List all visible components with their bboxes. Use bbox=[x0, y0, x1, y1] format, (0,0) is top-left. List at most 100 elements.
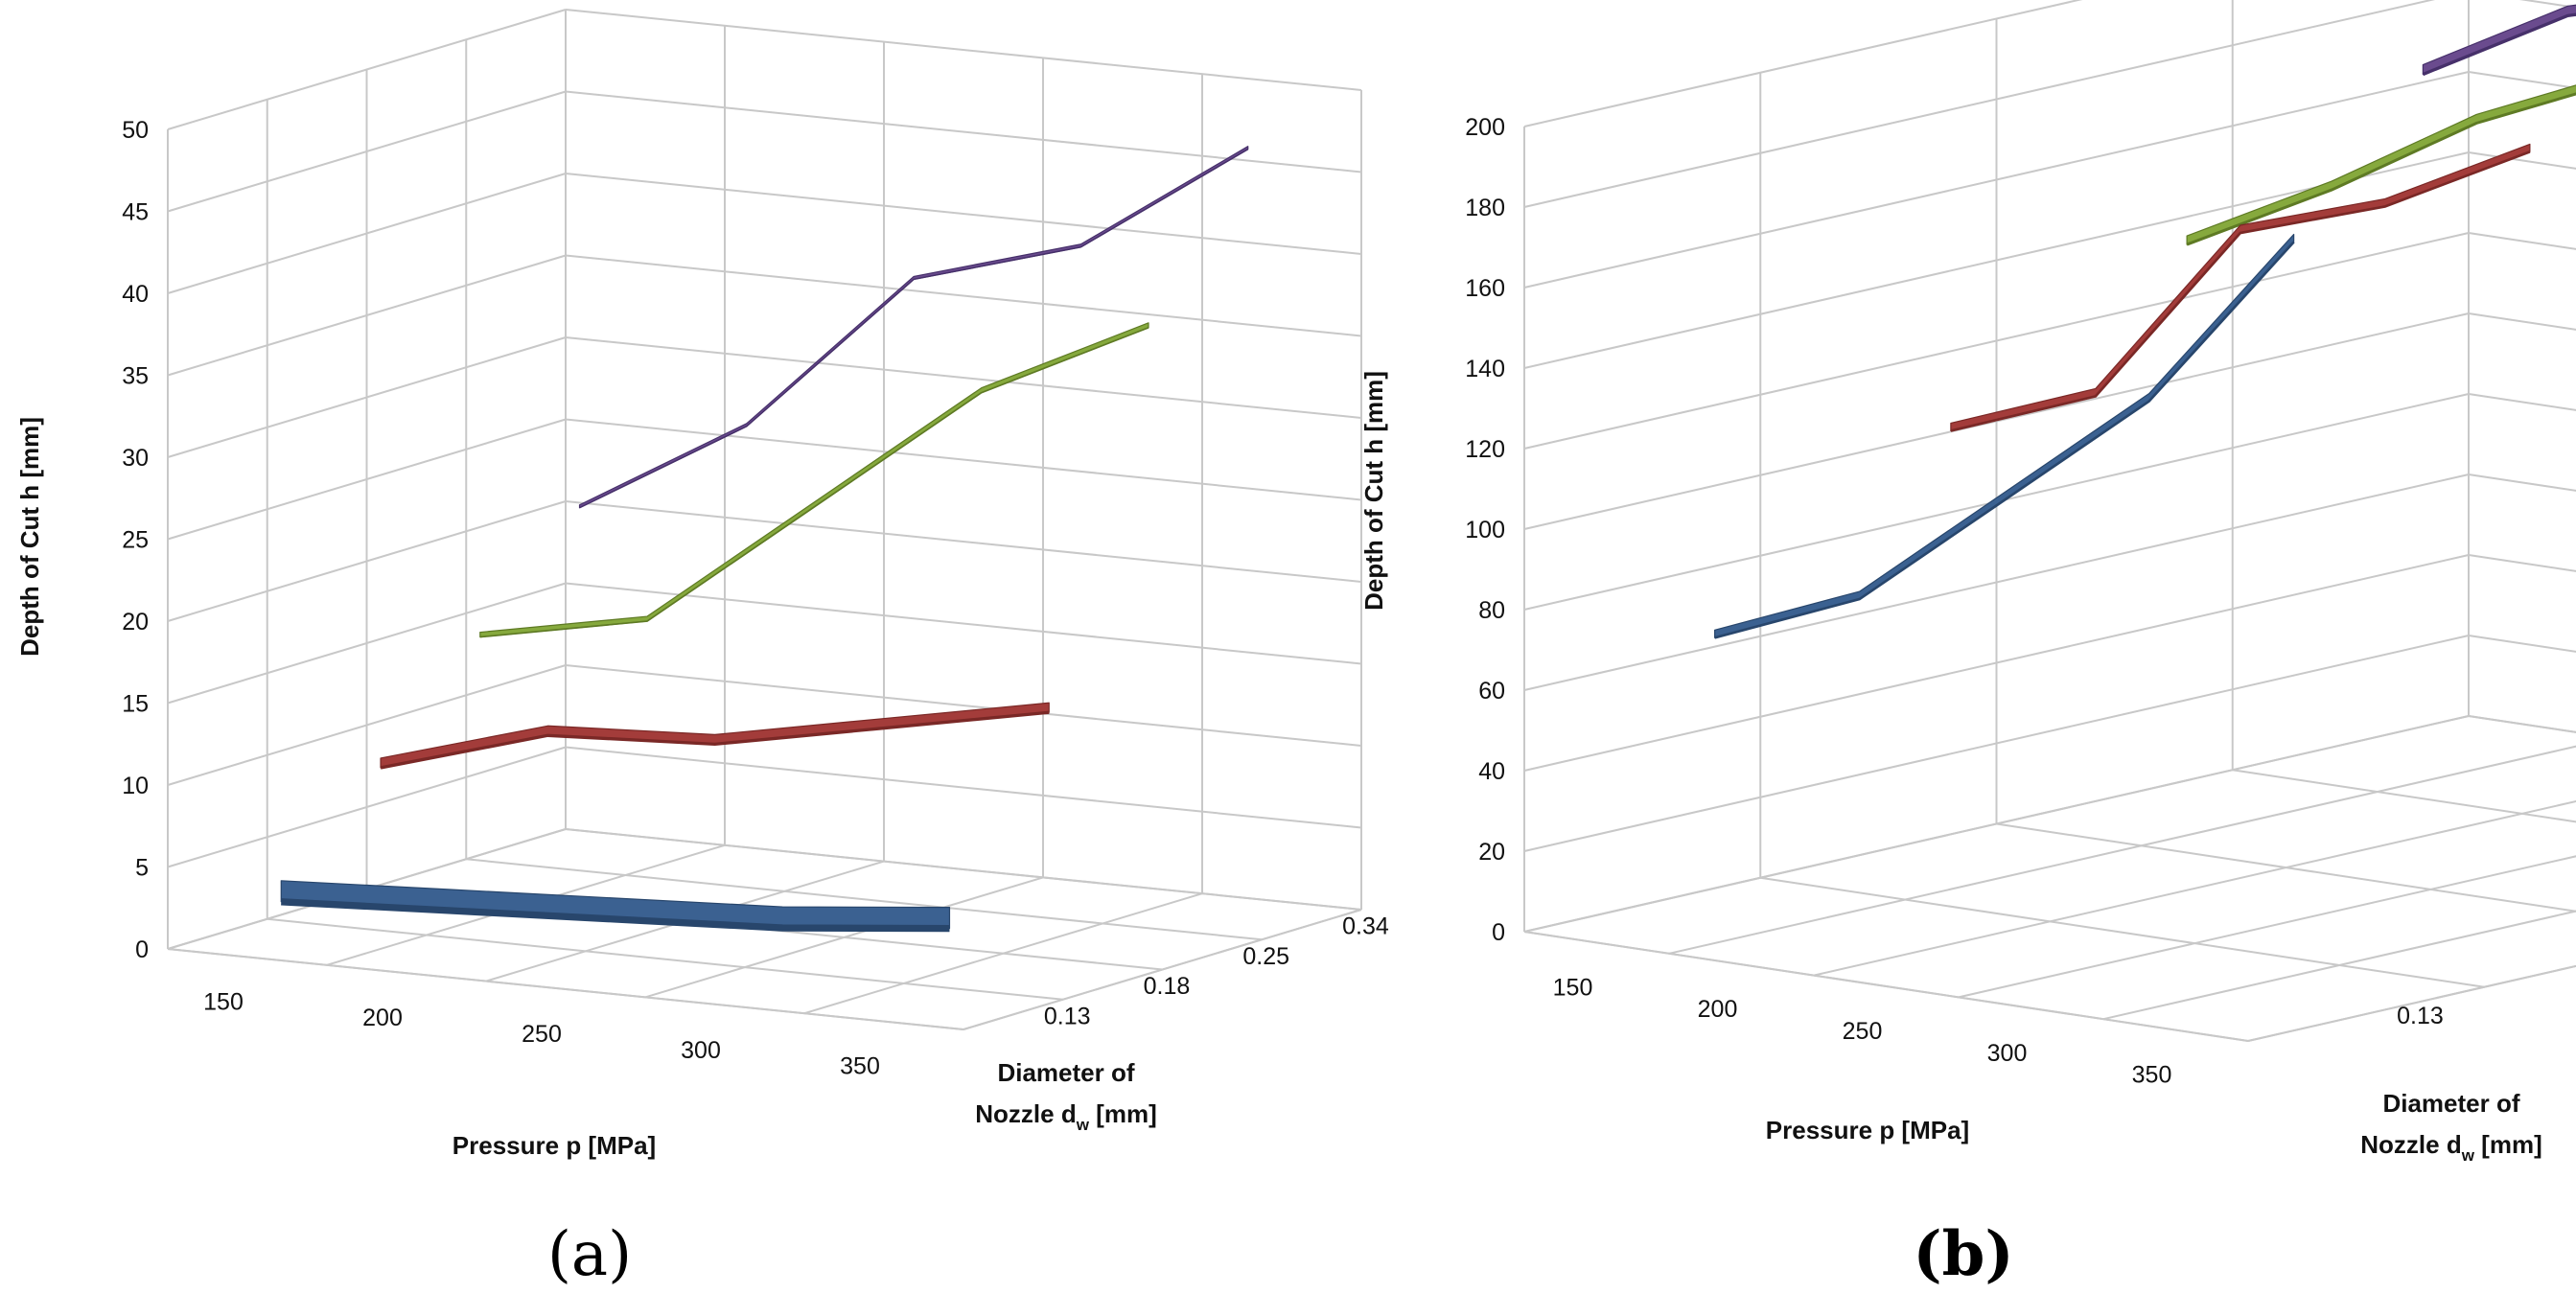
ribbon-shade bbox=[2186, 92, 2576, 246]
y-tick-label: 15 bbox=[122, 691, 149, 718]
x-tick-label: 250 bbox=[1843, 1018, 1883, 1045]
back-wall-gridline bbox=[565, 336, 1362, 419]
z-tick-label: 0.13 bbox=[2397, 1003, 2444, 1029]
floor-gridline-z bbox=[1760, 876, 2485, 988]
front-axis-x bbox=[1523, 931, 2249, 1042]
y-tick-label: 180 bbox=[1465, 195, 1505, 221]
back-wall-gridline bbox=[2468, 635, 2576, 653]
back-wall-gridline bbox=[565, 90, 1362, 173]
ribbon-shade bbox=[2422, 12, 2576, 77]
back-wall-gridline bbox=[565, 664, 1362, 747]
side-axis-z bbox=[963, 909, 1362, 1030]
y-tick-label: 25 bbox=[122, 527, 149, 554]
panel-b-axis-labels: Depth of Cut h [mm] Pressure p [MPa] Dia… bbox=[1359, 371, 2542, 1165]
floor-gridline-z bbox=[2232, 769, 2576, 823]
panel-a-ylabel: Depth of Cut h [mm] bbox=[15, 417, 44, 657]
panel-a-tick-labels: 0 5 10 15 20 25 30 35 40 45 50 150 200 250 300 350 0.13 0… bbox=[122, 117, 1389, 1080]
z-tick-label: 0.34 bbox=[1342, 913, 1389, 940]
ribbon-body bbox=[1950, 143, 2531, 432]
floor-gridline-x bbox=[1958, 855, 2576, 999]
back-wall-gridline bbox=[2468, 393, 2576, 411]
series-ribbon-0.25 bbox=[2186, 84, 2576, 246]
floor-gridline-x bbox=[1668, 745, 2576, 955]
floor-gridline-z bbox=[466, 858, 1263, 941]
floor-gridline-x bbox=[2102, 910, 2576, 1021]
back-wall-gridline bbox=[565, 9, 1362, 91]
series-ribbon-0.13 bbox=[280, 880, 951, 933]
series-ribbon-0.34 bbox=[578, 146, 1249, 509]
panel-b-gridlines bbox=[1523, 0, 2576, 1042]
panel-a-axis-labels: Depth of Cut h [mm] Pressure p [MPa] Dia… bbox=[15, 417, 1157, 1160]
back-wall-gridline bbox=[565, 254, 1362, 337]
ribbon-shade bbox=[281, 898, 950, 933]
back-wall-gridline bbox=[2468, 232, 2576, 250]
panel-b-ylabel: Depth of Cut h [mm] bbox=[1359, 371, 1388, 611]
y-tick-label: 20 bbox=[1478, 839, 1505, 866]
z-tick-label: 0.25 bbox=[1242, 943, 1289, 970]
panel-a-series bbox=[280, 146, 1249, 933]
panel-a-zlabel-sub: w bbox=[1076, 1116, 1090, 1134]
y-tick-label: 40 bbox=[1478, 758, 1505, 785]
y-tick-label: 30 bbox=[122, 445, 149, 472]
series-ribbon-0.18 bbox=[1950, 143, 2531, 432]
ribbon-shade bbox=[579, 149, 1249, 509]
y-tick-label: 60 bbox=[1478, 678, 1505, 705]
series-ribbon-0.34 bbox=[2422, 4, 2576, 77]
y-tick-label: 160 bbox=[1465, 275, 1505, 302]
back-wall-gridline bbox=[565, 500, 1362, 583]
panel-b-series bbox=[1714, 4, 2576, 639]
panel-a-gridlines bbox=[167, 9, 1362, 1030]
panel-a-zlabel-pre: Nozzle d bbox=[975, 1099, 1076, 1128]
series-ribbon-0.13 bbox=[1714, 233, 2295, 639]
x-tick-label: 300 bbox=[681, 1037, 721, 1064]
floor-gridline-z bbox=[1996, 822, 2576, 913]
panel-a-zlabel-line1: Diameter of bbox=[997, 1058, 1134, 1087]
y-tick-label: 50 bbox=[122, 117, 149, 144]
y-tick-label: 45 bbox=[122, 199, 149, 226]
floor-gridline-z bbox=[267, 917, 1063, 1001]
ribbon-body bbox=[1714, 233, 2295, 638]
panel-label-a: (a) bbox=[547, 1219, 632, 1290]
back-wall-gridline bbox=[565, 418, 1362, 501]
x-tick-label: 350 bbox=[840, 1053, 880, 1080]
panel-b-zlabel-line1: Diameter of bbox=[2382, 1089, 2519, 1118]
back-wall-gridline bbox=[565, 746, 1362, 829]
panel-a-xlabel: Pressure p [MPa] bbox=[453, 1131, 656, 1160]
y-tick-label: 20 bbox=[122, 609, 149, 635]
back-wall-gridline bbox=[2468, 312, 2576, 331]
y-tick-label: 0 bbox=[135, 936, 149, 963]
y-tick-label: 0 bbox=[1492, 919, 1505, 946]
y-tick-label: 80 bbox=[1478, 597, 1505, 624]
chart-panel-a: 0 5 10 15 20 25 30 35 40 45 50 150 200 250 300 350 0.13 0… bbox=[15, 9, 1389, 1160]
ribbon-body bbox=[2422, 4, 2576, 76]
panel-b-xlabel: Pressure p [MPa] bbox=[1766, 1116, 1969, 1144]
panel-a-zlabel-line2: Nozzle dw [mm] bbox=[975, 1099, 1156, 1134]
back-wall-gridline bbox=[2468, 474, 2576, 492]
floor-gridline-z bbox=[565, 828, 1362, 911]
y-tick-label: 10 bbox=[122, 773, 149, 799]
ribbon-shade bbox=[1950, 150, 2531, 432]
x-tick-label: 200 bbox=[362, 1005, 403, 1031]
panel-b-zlabel-sub: w bbox=[2461, 1146, 2475, 1165]
series-ribbon-0.18 bbox=[380, 702, 1050, 770]
z-tick-label: 0.13 bbox=[1044, 1003, 1091, 1029]
panel-b-zlabel-post: [mm] bbox=[2474, 1130, 2542, 1159]
x-tick-label: 200 bbox=[1698, 996, 1738, 1023]
y-tick-label: 120 bbox=[1465, 436, 1505, 463]
y-tick-label: 200 bbox=[1465, 114, 1505, 141]
y-tick-label: 100 bbox=[1465, 517, 1505, 543]
ribbon-shade bbox=[1714, 241, 2295, 639]
ribbon-shade bbox=[479, 327, 1149, 638]
ribbon-body bbox=[2186, 84, 2576, 245]
series-ribbon-0.25 bbox=[479, 322, 1149, 638]
back-wall-gridline bbox=[565, 173, 1362, 255]
back-wall-gridline bbox=[565, 582, 1362, 665]
y-tick-label: 140 bbox=[1465, 356, 1505, 382]
panel-a-zlabel-post: [mm] bbox=[1089, 1099, 1157, 1128]
x-tick-label: 150 bbox=[1553, 974, 1593, 1001]
ribbon-body bbox=[479, 322, 1149, 638]
y-tick-label: 35 bbox=[122, 363, 149, 390]
x-tick-label: 350 bbox=[2132, 1062, 2172, 1089]
panel-b-zlabel-line2: Nozzle dw [mm] bbox=[2360, 1130, 2541, 1165]
